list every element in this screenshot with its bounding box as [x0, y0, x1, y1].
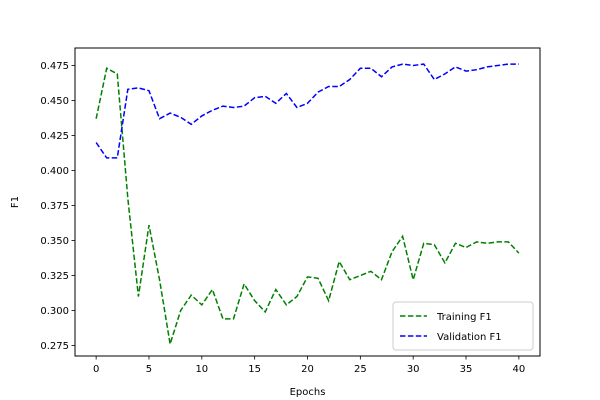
y-tick-label: 0.350	[40, 236, 69, 247]
y-tick-label: 0.475	[40, 61, 69, 72]
legend-label-validation: Validation F1	[437, 332, 502, 343]
x-tick-label: 5	[146, 364, 152, 375]
y-tick-label: 0.325	[40, 271, 69, 282]
legend-box	[392, 301, 534, 351]
x-tick-label: 0	[93, 364, 99, 375]
x-tick-label: 10	[195, 364, 208, 375]
legend: Training F1 Validation F1	[392, 301, 534, 351]
series-line-validation	[95, 63, 519, 159]
y-tick-label: 0.450	[40, 96, 69, 107]
y-tick-label: 0.375	[40, 201, 69, 212]
y-tick-label: 0.425	[40, 131, 69, 142]
x-axis-label: Epochs	[290, 387, 326, 398]
x-tick-label: 15	[248, 364, 261, 375]
y-axis-label: F1	[10, 196, 21, 208]
y-tick-label: 0.400	[40, 166, 69, 177]
x-tick-label: 30	[407, 364, 420, 375]
x-tick-label: 25	[354, 364, 367, 375]
x-tick-label: 35	[460, 364, 473, 375]
x-tick-label: 40	[512, 364, 525, 375]
y-tick-label: 0.275	[40, 341, 69, 352]
y-axis-ticks: 0.275 0.300 0.325 0.350 0.375 0.400 0.425 0.450…	[40, 61, 75, 352]
x-tick-label: 20	[301, 364, 314, 375]
y-tick-label: 0.300	[40, 306, 69, 317]
x-axis-ticks: 0 5 10 15 20 25 30 35 40	[93, 356, 525, 375]
series-line-training	[95, 67, 520, 345]
plot-lines	[95, 63, 520, 345]
legend-label-training: Training F1	[436, 312, 492, 323]
